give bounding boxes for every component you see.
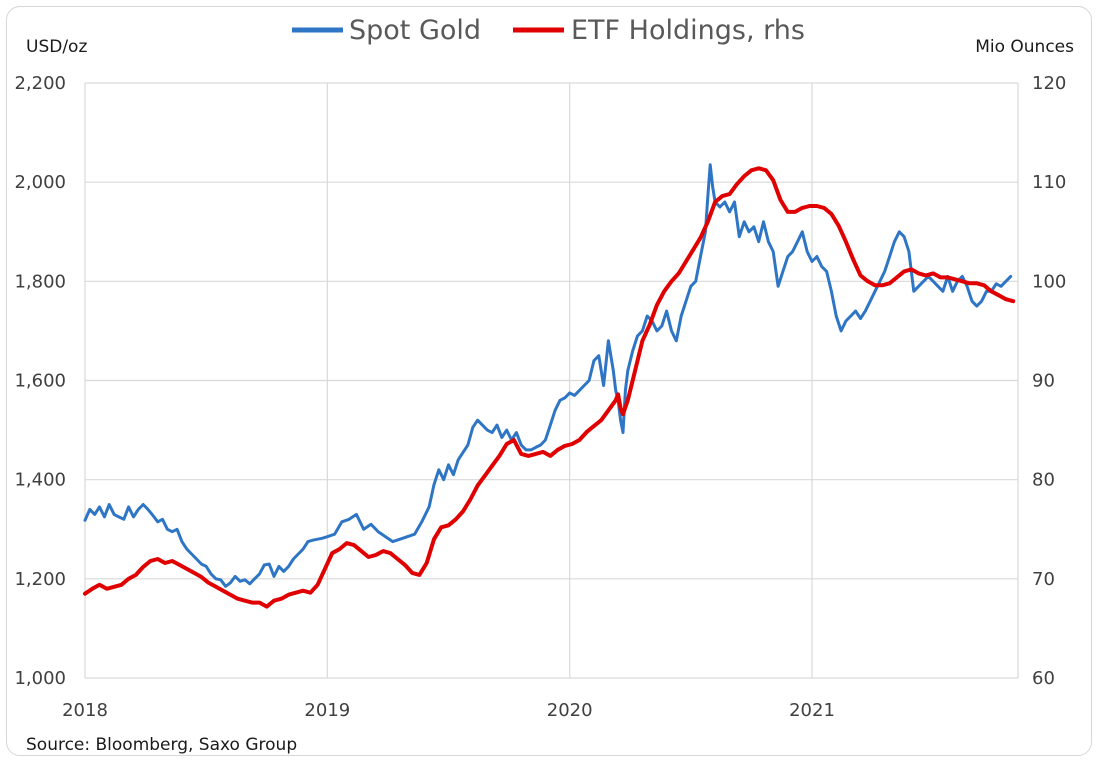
legend-label-etf-holdings: ETF Holdings, rhs — [571, 15, 805, 46]
right-tick-label: 80 — [1032, 470, 1055, 491]
left-tick-label: 1,200 — [14, 569, 66, 590]
x-tick-label: 2021 — [789, 700, 835, 721]
x-tick-label: 2019 — [304, 700, 350, 721]
right-tick-label: 90 — [1032, 371, 1055, 392]
x-axis: 2018 2019 2020 2021 — [62, 700, 835, 721]
legend: Spot Gold ETF Holdings, rhs — [292, 15, 805, 46]
x-tick-label: 2018 — [62, 700, 108, 721]
right-tick-label: 110 — [1032, 172, 1066, 193]
left-axis: 1,000 1,200 1,400 1,600 1,800 2,000 2,200 — [14, 73, 66, 689]
left-tick-label: 1,000 — [14, 668, 66, 689]
grid-lines — [84, 82, 1019, 679]
left-tick-label: 1,600 — [14, 371, 66, 392]
source-note: Source: Bloomberg, Saxo Group — [26, 735, 297, 755]
series-line-etf-holdings — [83, 166, 1016, 609]
legend-label-spot-gold: Spot Gold — [349, 15, 481, 46]
right-axis-label: Mio Ounces — [975, 37, 1074, 57]
left-axis-label: USD/oz — [26, 37, 87, 57]
right-tick-label: 70 — [1032, 569, 1055, 590]
series-layer — [83, 163, 1016, 609]
series-line-spot-gold — [83, 163, 1013, 588]
right-tick-label: 60 — [1032, 668, 1055, 689]
left-tick-label: 1,400 — [14, 470, 66, 491]
x-tick-label: 2020 — [547, 700, 593, 721]
left-tick-label: 2,000 — [14, 172, 66, 193]
right-axis: 60 70 80 90 100 110 120 — [1032, 73, 1066, 689]
right-tick-label: 120 — [1032, 73, 1066, 94]
left-tick-label: 1,800 — [14, 271, 66, 292]
left-tick-label: 2,200 — [14, 73, 66, 94]
right-tick-label: 100 — [1032, 271, 1066, 292]
